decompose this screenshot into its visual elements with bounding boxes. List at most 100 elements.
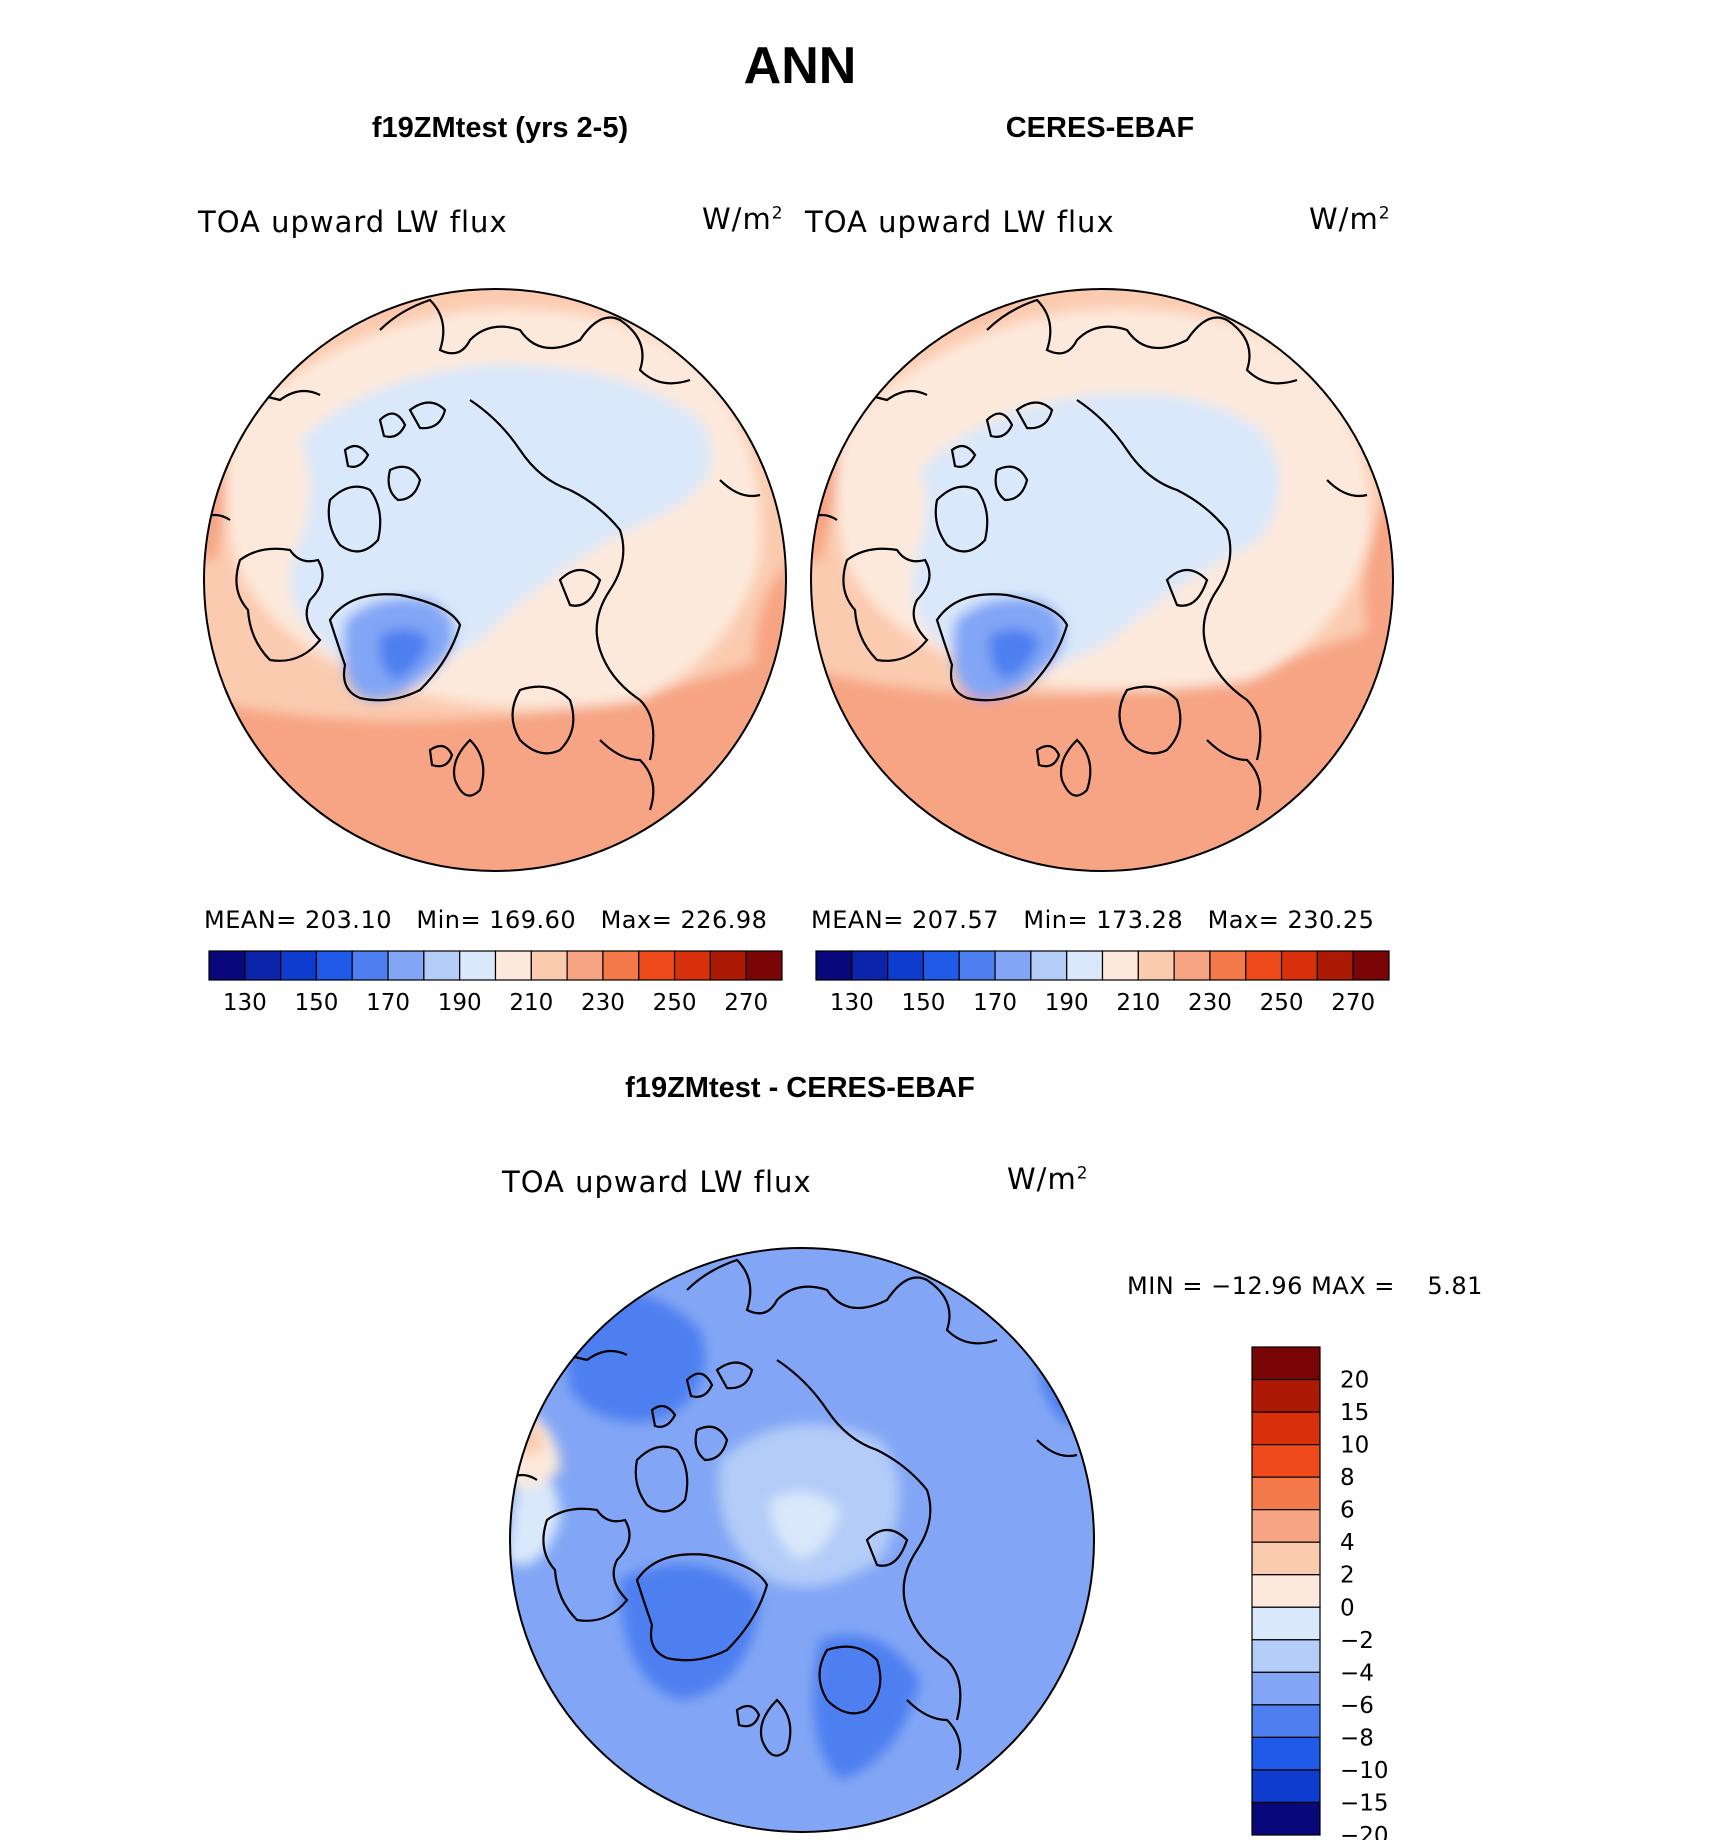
colorbar-swatch xyxy=(1251,1671,1321,1706)
max-label: Max= xyxy=(600,906,673,934)
colorbar-swatch xyxy=(1251,1476,1321,1511)
field-warm-south xyxy=(811,620,1393,871)
colorbar-swatch xyxy=(244,950,282,981)
colorbar-tick-label: 230 xyxy=(581,990,625,1016)
colorbar-swatch xyxy=(958,950,996,981)
colorbar-swatch xyxy=(566,950,604,981)
colorbar-swatch xyxy=(387,950,425,981)
map-border xyxy=(509,1247,1095,1833)
max-value: 5.81 xyxy=(1427,1272,1483,1300)
min-label: Min= xyxy=(416,906,482,934)
colorbar-tick-label: 8 xyxy=(1340,1465,1355,1491)
panel-title-diff: f19ZMtest - CERES-EBAF xyxy=(625,1072,975,1104)
colorbar-swatch xyxy=(315,950,353,981)
colorbar-tick-label: 2 xyxy=(1340,1563,1355,1589)
colorbar-swatch xyxy=(638,950,676,981)
colorbar-tick-label: 10 xyxy=(1340,1433,1369,1459)
colorbar-tick-label: 150 xyxy=(294,990,338,1016)
variable-label-diff: TOA upward LW flux xyxy=(502,1165,812,1199)
stats-model: MEAN= 203.10 Min= 169.60 Max= 226.98 xyxy=(204,906,767,934)
colorbar-swatch xyxy=(815,950,853,981)
colorbar-swatch xyxy=(1251,1769,1321,1804)
colorbar-swatch xyxy=(1245,950,1283,981)
colorbar-tick-label: 20 xyxy=(1340,1368,1369,1394)
colorbar-swatch xyxy=(709,950,747,981)
colorbar-tick-label: 4 xyxy=(1340,1530,1355,1556)
colorbar-tick-label: 210 xyxy=(1116,990,1160,1016)
colorbar-tick-label: −2 xyxy=(1340,1628,1374,1654)
colorbar-tick-label: 15 xyxy=(1340,1400,1369,1426)
colorbar-swatch xyxy=(494,950,532,981)
colorbar-tick-label: −15 xyxy=(1340,1790,1389,1816)
max-label: Max= xyxy=(1207,906,1280,934)
colorbar-tick-label: 230 xyxy=(1188,990,1232,1016)
map-obs xyxy=(810,288,1394,872)
map-model xyxy=(203,288,787,872)
colorbar-tick-label: −20 xyxy=(1340,1823,1389,1840)
units-label-model: W/m2 xyxy=(702,202,784,236)
min-label: Min= xyxy=(1023,906,1089,934)
colorbar-swatch xyxy=(280,950,318,981)
colorbar-swatch xyxy=(1066,950,1104,981)
colorbar-tick-label: 190 xyxy=(1045,990,1089,1016)
stats-diff: MIN = −12.96 MAX = 5.81 xyxy=(1127,1272,1483,1300)
colorbar-tick-label: 250 xyxy=(1260,990,1304,1016)
colorbar-swatch xyxy=(1251,1509,1321,1543)
min-label: MIN = xyxy=(1127,1272,1203,1300)
colorbar-swatch xyxy=(1251,1639,1321,1673)
colorbar-tick-label: −6 xyxy=(1340,1693,1374,1719)
units-label-obs: W/m2 xyxy=(1309,202,1391,236)
min-value: 173.28 xyxy=(1096,906,1184,934)
colorbar-tick-label: 190 xyxy=(438,990,482,1016)
max-label: MAX = xyxy=(1311,1272,1395,1300)
field-deep-blue xyxy=(620,1564,760,1700)
colorbar-swatch xyxy=(1137,950,1175,981)
colorbar-swatch xyxy=(1251,1541,1321,1576)
max-value: 230.25 xyxy=(1287,906,1375,934)
field-polar-cold xyxy=(290,364,713,668)
colorbar-swatch xyxy=(1251,1346,1321,1381)
field-very-light xyxy=(770,1492,840,1560)
colorbar-tick-label: 6 xyxy=(1340,1498,1355,1524)
colorbar-swatch xyxy=(1251,1736,1321,1771)
colorbar-swatch xyxy=(459,950,497,981)
colorbar-swatch xyxy=(1030,950,1068,981)
field-warm-south xyxy=(204,650,786,871)
figure-title: ANN xyxy=(743,37,857,95)
map-border xyxy=(810,288,1394,872)
colorbar-swatch xyxy=(1280,950,1318,981)
colorbar-swatch xyxy=(851,950,889,981)
colorbar-tick-label: 130 xyxy=(223,990,267,1016)
colorbar-swatch xyxy=(1352,950,1390,981)
colorbar-swatch xyxy=(1173,950,1211,981)
colorbar-tick-label: −4 xyxy=(1340,1660,1374,1686)
colorbar-swatch xyxy=(530,950,568,981)
colorbar-tick-label: 270 xyxy=(1331,990,1375,1016)
panel-title-obs: CERES-EBAF xyxy=(1005,112,1195,144)
colorbar-swatch xyxy=(1251,1411,1321,1446)
colorbar-swatch xyxy=(208,950,246,981)
mean-label: MEAN= xyxy=(811,906,904,934)
mean-value: 203.10 xyxy=(305,906,392,934)
colorbar-tick-label: 210 xyxy=(509,990,553,1016)
colorbar-tick-label: 270 xyxy=(724,990,768,1016)
colorbar-tick-label: −8 xyxy=(1340,1725,1374,1751)
colorbar-swatch xyxy=(1251,1574,1321,1608)
min-value: 169.60 xyxy=(489,906,577,934)
variable-label-model: TOA upward LW flux xyxy=(198,205,508,239)
colorbar-swatch xyxy=(1316,950,1354,981)
colorbar-swatch xyxy=(994,950,1032,981)
colorbar-swatch xyxy=(351,950,389,981)
colorbar-swatch xyxy=(602,950,640,981)
colorbar-swatch xyxy=(1251,1704,1321,1739)
colorbar-tick-label: 130 xyxy=(830,990,874,1016)
mean-label: MEAN= xyxy=(204,906,297,934)
colorbar-swatch xyxy=(1251,1443,1321,1478)
min-value: −12.96 xyxy=(1211,1272,1303,1300)
colorbar-model: 130 150 170 190 210 230 250 270 xyxy=(208,950,783,1016)
colorbar-swatch xyxy=(1101,950,1139,981)
colorbar-tick-label: 0 xyxy=(1340,1595,1355,1621)
map-border xyxy=(203,288,787,872)
